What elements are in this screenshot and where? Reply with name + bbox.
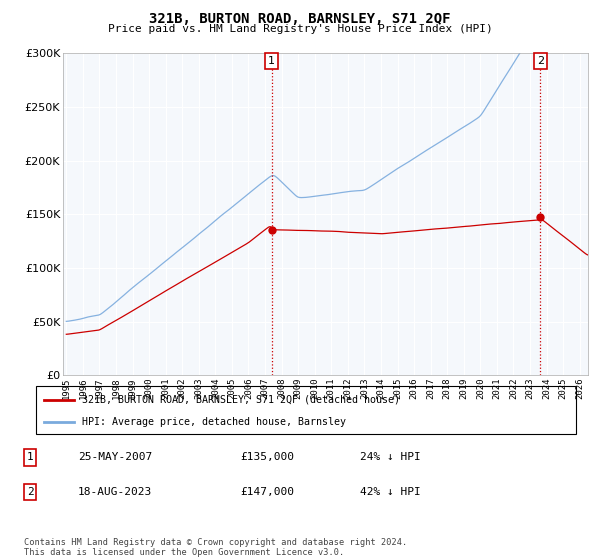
Text: 25-MAY-2007: 25-MAY-2007 bbox=[78, 452, 152, 463]
Text: 2: 2 bbox=[26, 487, 34, 497]
Text: 1: 1 bbox=[26, 452, 34, 463]
Text: 2: 2 bbox=[537, 56, 544, 66]
Text: 18-AUG-2023: 18-AUG-2023 bbox=[78, 487, 152, 497]
Text: 24% ↓ HPI: 24% ↓ HPI bbox=[360, 452, 421, 463]
Text: 321B, BURTON ROAD, BARNSLEY, S71 2QF: 321B, BURTON ROAD, BARNSLEY, S71 2QF bbox=[149, 12, 451, 26]
Text: 1: 1 bbox=[268, 56, 275, 66]
Text: 42% ↓ HPI: 42% ↓ HPI bbox=[360, 487, 421, 497]
Text: 321B, BURTON ROAD, BARNSLEY, S71 2QF (detached house): 321B, BURTON ROAD, BARNSLEY, S71 2QF (de… bbox=[82, 395, 400, 405]
Text: HPI: Average price, detached house, Barnsley: HPI: Average price, detached house, Barn… bbox=[82, 417, 346, 427]
Text: £135,000: £135,000 bbox=[240, 452, 294, 463]
Text: £147,000: £147,000 bbox=[240, 487, 294, 497]
Text: Price paid vs. HM Land Registry's House Price Index (HPI): Price paid vs. HM Land Registry's House … bbox=[107, 24, 493, 34]
Text: Contains HM Land Registry data © Crown copyright and database right 2024.
This d: Contains HM Land Registry data © Crown c… bbox=[24, 538, 407, 557]
